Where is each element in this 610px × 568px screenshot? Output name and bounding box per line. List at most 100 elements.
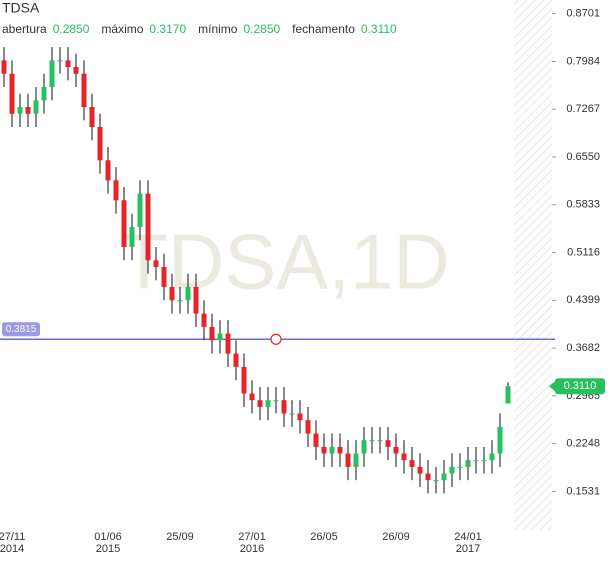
legend-label: mínimo <box>198 22 238 36</box>
watermark: TDSA,1D <box>120 218 449 306</box>
candle-body <box>81 73 87 108</box>
candle-body <box>449 466 455 474</box>
candle-body <box>265 400 271 407</box>
candle-body <box>153 260 159 267</box>
y-tick-label: 0.8701 <box>566 8 600 20</box>
candle-body <box>353 453 359 467</box>
legend-value: 0.2850 <box>53 22 90 36</box>
legend-label: fechamento <box>292 22 355 36</box>
candle-body <box>505 386 511 404</box>
future-area <box>514 0 552 530</box>
candle-body <box>377 440 383 442</box>
candle-body <box>273 400 279 402</box>
candle-body <box>185 286 191 301</box>
candle-body <box>361 440 367 454</box>
y-tick-label: 0.4399 <box>566 294 600 306</box>
candle-body <box>417 466 423 474</box>
y-tick-label: 0.6550 <box>566 151 600 163</box>
candle-body <box>313 433 319 447</box>
candle-body <box>481 460 487 462</box>
candle-body <box>201 313 207 327</box>
candle-body <box>289 413 295 415</box>
x-tick-year: 2016 <box>240 543 264 555</box>
candle-body <box>225 333 231 354</box>
candle-body <box>193 286 199 314</box>
candle-body <box>233 353 239 367</box>
candle-body <box>49 60 55 88</box>
symbol-title: TDSA <box>2 0 40 16</box>
y-tick-label: 0.5833 <box>566 199 600 211</box>
candle-body <box>177 300 183 302</box>
candle-body <box>161 266 167 287</box>
candle-body <box>105 160 111 181</box>
candle-body <box>433 480 439 482</box>
candle-body <box>17 107 23 114</box>
candle-body <box>25 107 31 114</box>
candle-body <box>489 453 495 461</box>
y-tick-label: 0.7984 <box>566 55 600 67</box>
candle-body <box>337 446 343 454</box>
candle-body <box>369 440 375 442</box>
candle-body <box>9 73 15 114</box>
candle-body <box>393 446 399 454</box>
candle-body <box>257 400 263 407</box>
x-tick-label: 27/01 <box>238 531 266 543</box>
x-tick-label: 01/06 <box>94 531 122 543</box>
candle-body <box>425 473 431 481</box>
candle-body <box>113 180 119 201</box>
y-tick-label: 0.1531 <box>566 485 600 497</box>
candle-body <box>385 440 391 447</box>
candle-body <box>57 60 63 62</box>
candle-body <box>281 400 287 414</box>
y-tick-label: 0.5116 <box>567 246 600 258</box>
candle-body <box>97 127 103 161</box>
candle-body <box>497 426 503 454</box>
candle-body <box>89 107 95 128</box>
candle-body <box>121 200 127 247</box>
y-tick-label: 0.7267 <box>566 103 600 115</box>
x-tick-year: 2015 <box>96 543 120 555</box>
candle-body <box>305 420 311 434</box>
last-price-label: 0.3110 <box>564 380 597 392</box>
candle-body <box>441 473 447 481</box>
candle-body <box>409 460 415 467</box>
candle-body <box>41 87 47 101</box>
candle-body <box>137 193 143 227</box>
ohlc-legend: abertura 0.2850 máximo 0.3170 mínimo 0.2850 fe… <box>2 22 397 36</box>
x-tick-label: 27/11 <box>0 531 25 543</box>
candle-body <box>217 333 223 341</box>
legend-label: abertura <box>2 22 47 36</box>
y-tick-label: 0.3682 <box>566 342 600 354</box>
candle-body <box>401 453 407 461</box>
candle-body <box>297 413 303 421</box>
candle-body <box>169 286 175 301</box>
x-tick-year: 2014 <box>0 543 24 555</box>
candle-body <box>345 453 351 467</box>
candle-body <box>65 60 71 68</box>
candle-body <box>329 446 335 454</box>
x-tick-label: 26/09 <box>382 531 410 543</box>
y-tick-label: 0.2248 <box>566 438 600 450</box>
candle-body <box>321 446 327 454</box>
x-tick-year: 2017 <box>456 543 480 555</box>
legend-value: 0.3110 <box>361 22 397 36</box>
x-tick-label: 25/09 <box>166 531 194 543</box>
hline-label: 0.3815 <box>6 324 37 335</box>
last-price-box <box>555 378 605 395</box>
candle-body <box>241 366 247 394</box>
x-tick-label: 24/01 <box>454 531 482 543</box>
x-tick-label: 26/05 <box>310 531 338 543</box>
line-handle <box>270 333 282 345</box>
hline-label-box <box>2 322 40 337</box>
candle-body <box>457 466 463 468</box>
candle-body <box>209 326 215 341</box>
candle-body <box>1 60 7 74</box>
candle-body <box>473 460 479 462</box>
legend-label: máximo <box>101 22 143 36</box>
candle-body <box>129 226 135 247</box>
candle-body <box>33 100 39 114</box>
last-price-arrow <box>549 381 555 392</box>
candle-body <box>73 67 79 74</box>
candle-body <box>145 193 151 261</box>
